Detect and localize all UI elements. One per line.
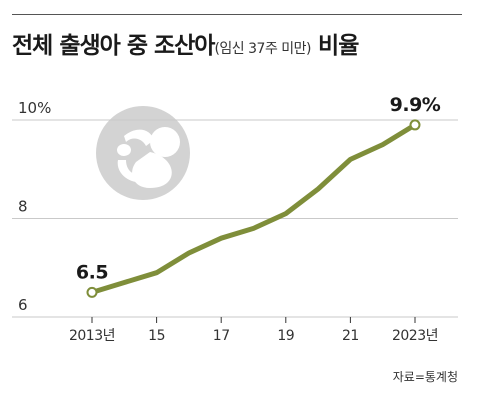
y-tick-label: 10% bbox=[18, 99, 51, 117]
data-label: 6.5 bbox=[76, 261, 108, 283]
data-label: 9.9% bbox=[390, 94, 441, 116]
x-tick-label: 17 bbox=[213, 328, 230, 344]
x-tick-label: 21 bbox=[342, 328, 359, 344]
title-paren: (임신 37주 미만) bbox=[214, 41, 312, 57]
title-main: 전체 출생아 중 조산아 bbox=[12, 33, 215, 59]
y-tick-label: 6 bbox=[18, 296, 28, 314]
x-tick-label: 2023년 bbox=[392, 328, 438, 344]
x-tick-label: 2013년 bbox=[69, 328, 115, 344]
source-note: 자료=통계청 bbox=[392, 370, 458, 384]
series-line bbox=[89, 122, 418, 295]
x-tick-label: 19 bbox=[277, 328, 294, 344]
endpoint-marker bbox=[409, 119, 421, 131]
title-suffix: 비율 bbox=[318, 33, 359, 59]
top-rule bbox=[12, 14, 462, 15]
fetus-icon bbox=[96, 106, 190, 200]
chart-title: 전체 출생아 중 조산아(임신 37주 미만) 비율 bbox=[12, 26, 359, 60]
y-tick-label: 8 bbox=[18, 198, 28, 216]
endpoint-marker bbox=[86, 286, 98, 298]
x-tick-label: 15 bbox=[148, 328, 165, 344]
